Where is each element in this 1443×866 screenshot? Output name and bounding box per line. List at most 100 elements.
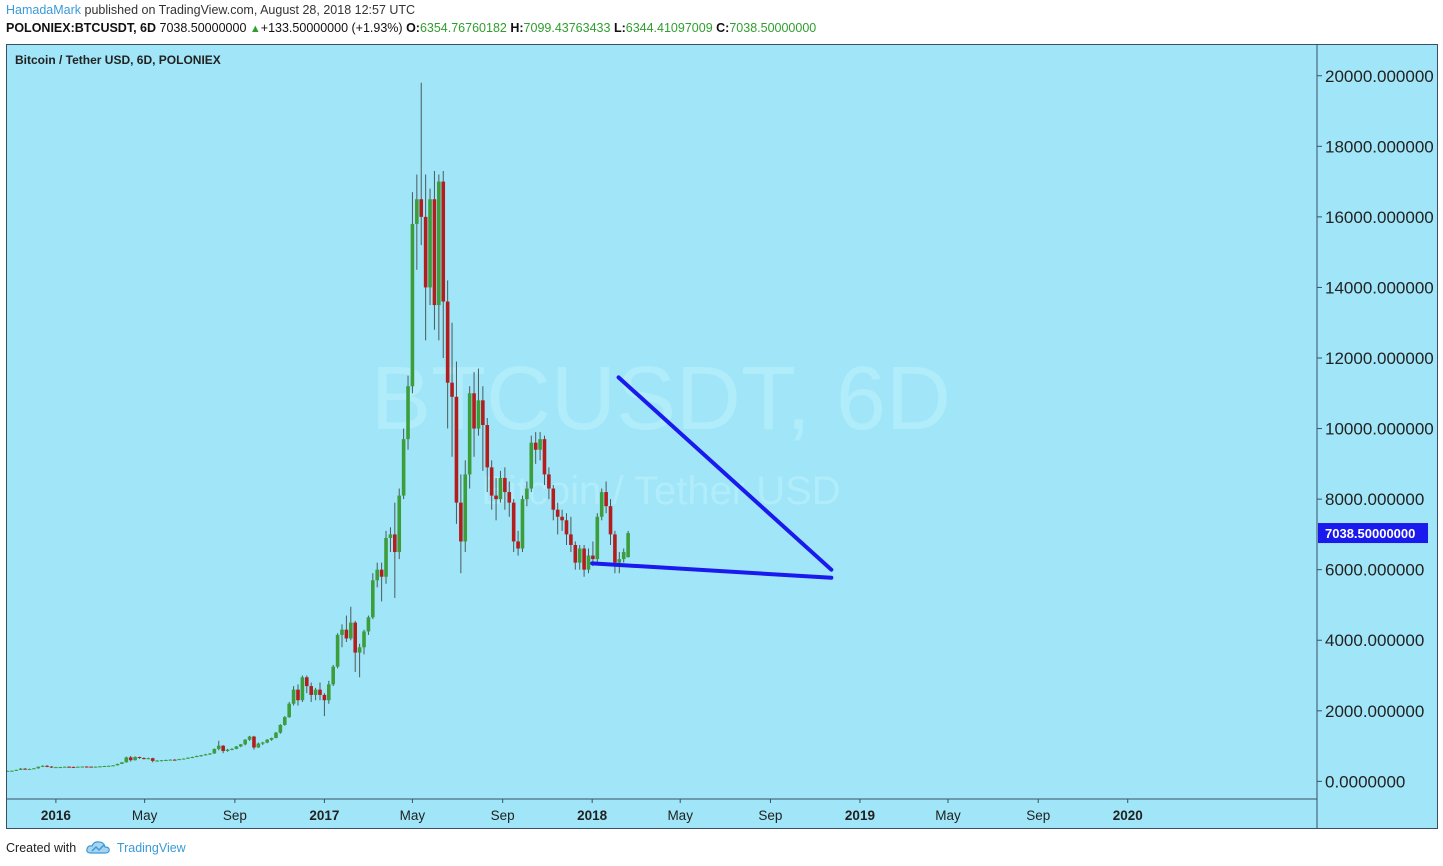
price-change: +133.50000000 (+1.93%) bbox=[260, 21, 403, 35]
ohlc-line: POLONIEX:BTCUSDT, 6D 7038.50000000 ▲+133… bbox=[6, 21, 816, 35]
candle-body-down bbox=[23, 768, 27, 770]
candle-body-up bbox=[415, 199, 419, 224]
candle bbox=[573, 541, 578, 570]
candle bbox=[626, 530, 630, 558]
candle bbox=[538, 432, 542, 461]
candle-body-up bbox=[159, 760, 164, 762]
candle bbox=[445, 280, 450, 429]
candle bbox=[331, 664, 335, 687]
time-tick-label: 2020 bbox=[1113, 808, 1143, 823]
candle bbox=[406, 375, 410, 450]
candle bbox=[401, 428, 406, 500]
candle-body-down bbox=[419, 199, 424, 217]
candle bbox=[525, 481, 529, 507]
candle-body-up bbox=[529, 442, 534, 489]
candle-body-up bbox=[349, 622, 353, 639]
trendlines-layer bbox=[590, 375, 834, 580]
price-tick-label: 4000.000000 bbox=[1325, 631, 1424, 650]
candle-body-up bbox=[326, 684, 331, 701]
candle-body-down bbox=[608, 506, 613, 535]
candle-body-down bbox=[516, 541, 520, 549]
candle bbox=[93, 766, 98, 768]
candle bbox=[67, 766, 71, 768]
candle-body-down bbox=[89, 766, 93, 768]
candle-body-up bbox=[401, 439, 406, 496]
candle bbox=[516, 530, 520, 556]
candle bbox=[326, 680, 331, 704]
tradingview-link[interactable]: TradingView bbox=[116, 840, 186, 855]
price-tick-label: 8000.000000 bbox=[1325, 490, 1424, 509]
candle-body-up bbox=[243, 739, 247, 745]
candle bbox=[384, 530, 388, 584]
candle bbox=[155, 760, 159, 762]
author-link[interactable]: HamadaMark bbox=[6, 3, 82, 17]
candle bbox=[142, 757, 146, 760]
candle bbox=[54, 766, 58, 769]
trendline-lower[interactable] bbox=[590, 561, 834, 580]
candle bbox=[349, 606, 353, 641]
candle-body-up bbox=[111, 765, 115, 767]
time-tick-label: May bbox=[132, 808, 158, 823]
candle-body-up bbox=[216, 745, 221, 749]
candle bbox=[128, 755, 133, 762]
candle bbox=[450, 322, 454, 457]
low-value: 6344.41097009 bbox=[625, 21, 713, 35]
watermark-symbol: BTCUSDT, 6D bbox=[371, 349, 951, 449]
price-tick-label: 20000.000000 bbox=[1325, 67, 1434, 86]
candle-body-up bbox=[133, 757, 137, 761]
candle bbox=[256, 742, 261, 748]
candle-body-up bbox=[291, 689, 296, 704]
time-tick-label: May bbox=[400, 808, 426, 823]
candle-body-up bbox=[265, 739, 269, 743]
candle bbox=[172, 759, 177, 761]
candle-body-up bbox=[98, 766, 102, 768]
candle bbox=[32, 768, 36, 770]
candle-body-down bbox=[613, 534, 617, 563]
candle bbox=[27, 768, 32, 770]
candle bbox=[115, 763, 120, 766]
candle-body-up bbox=[208, 753, 212, 755]
candle-body-up bbox=[362, 631, 366, 648]
high-label: H: bbox=[510, 21, 524, 35]
candle bbox=[309, 682, 313, 702]
candle bbox=[120, 762, 124, 765]
chart-background bbox=[6, 44, 1438, 829]
candle bbox=[582, 544, 586, 577]
candle-body-up bbox=[357, 647, 362, 653]
candle-body-up bbox=[463, 474, 468, 542]
candle-body-up bbox=[102, 766, 107, 768]
candle bbox=[269, 737, 274, 741]
candle bbox=[467, 386, 472, 489]
candle-body-down bbox=[591, 555, 595, 560]
candle bbox=[388, 527, 393, 553]
candle-body-up bbox=[538, 439, 542, 450]
candle-body-up bbox=[124, 757, 129, 763]
time-tick-label: Sep bbox=[223, 808, 247, 823]
candle bbox=[212, 748, 217, 754]
candle bbox=[463, 460, 468, 553]
candle-body-up bbox=[260, 742, 265, 744]
candle-body-up bbox=[58, 767, 63, 769]
candle-body-down bbox=[128, 757, 133, 761]
candle-body-up bbox=[520, 499, 525, 549]
candle bbox=[340, 624, 344, 648]
trendline-upper[interactable] bbox=[616, 375, 834, 572]
candle bbox=[84, 766, 89, 768]
candle bbox=[617, 552, 622, 574]
candle bbox=[150, 757, 155, 763]
candle-body-up bbox=[27, 768, 32, 770]
candle bbox=[419, 82, 424, 246]
candle-body-up bbox=[428, 199, 432, 288]
time-axis[interactable]: 2016 May Sep 2017 May Sep 2018 May Sep 2019 May Sep… bbox=[41, 799, 1143, 823]
price-axis[interactable]: 0.0000000 2000.000000 4000.000000 6000.0000… bbox=[1317, 67, 1434, 792]
candle bbox=[14, 769, 19, 771]
candle bbox=[164, 759, 168, 762]
time-tick-label: 2018 bbox=[577, 808, 608, 823]
time-tick-label: 2017 bbox=[309, 808, 339, 823]
price-chart[interactable]: BTCUSDT, 6D Bitcoin / Tether USD 0.00000… bbox=[6, 44, 1438, 829]
open-label: O: bbox=[406, 21, 420, 35]
candle-body-up bbox=[62, 766, 67, 768]
candle-body-up bbox=[18, 768, 23, 770]
candles-layer bbox=[6, 82, 630, 772]
candle bbox=[18, 767, 23, 771]
